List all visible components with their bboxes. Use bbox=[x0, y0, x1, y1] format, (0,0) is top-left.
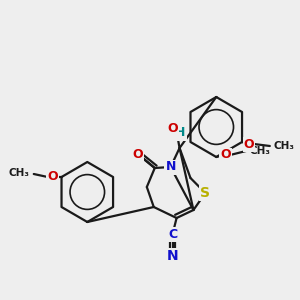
Text: CH₃: CH₃ bbox=[9, 168, 30, 178]
Text: N: N bbox=[165, 160, 176, 173]
Text: O: O bbox=[220, 148, 230, 161]
Text: O: O bbox=[167, 122, 178, 134]
Text: H: H bbox=[176, 127, 186, 140]
Text: CH₃: CH₃ bbox=[274, 141, 295, 151]
Text: O: O bbox=[47, 170, 58, 184]
Text: CH₃: CH₃ bbox=[250, 146, 271, 156]
Text: S: S bbox=[200, 186, 210, 200]
Text: O: O bbox=[133, 148, 143, 161]
Text: N: N bbox=[167, 249, 178, 263]
Text: O: O bbox=[244, 137, 254, 151]
Text: C: C bbox=[168, 227, 177, 241]
